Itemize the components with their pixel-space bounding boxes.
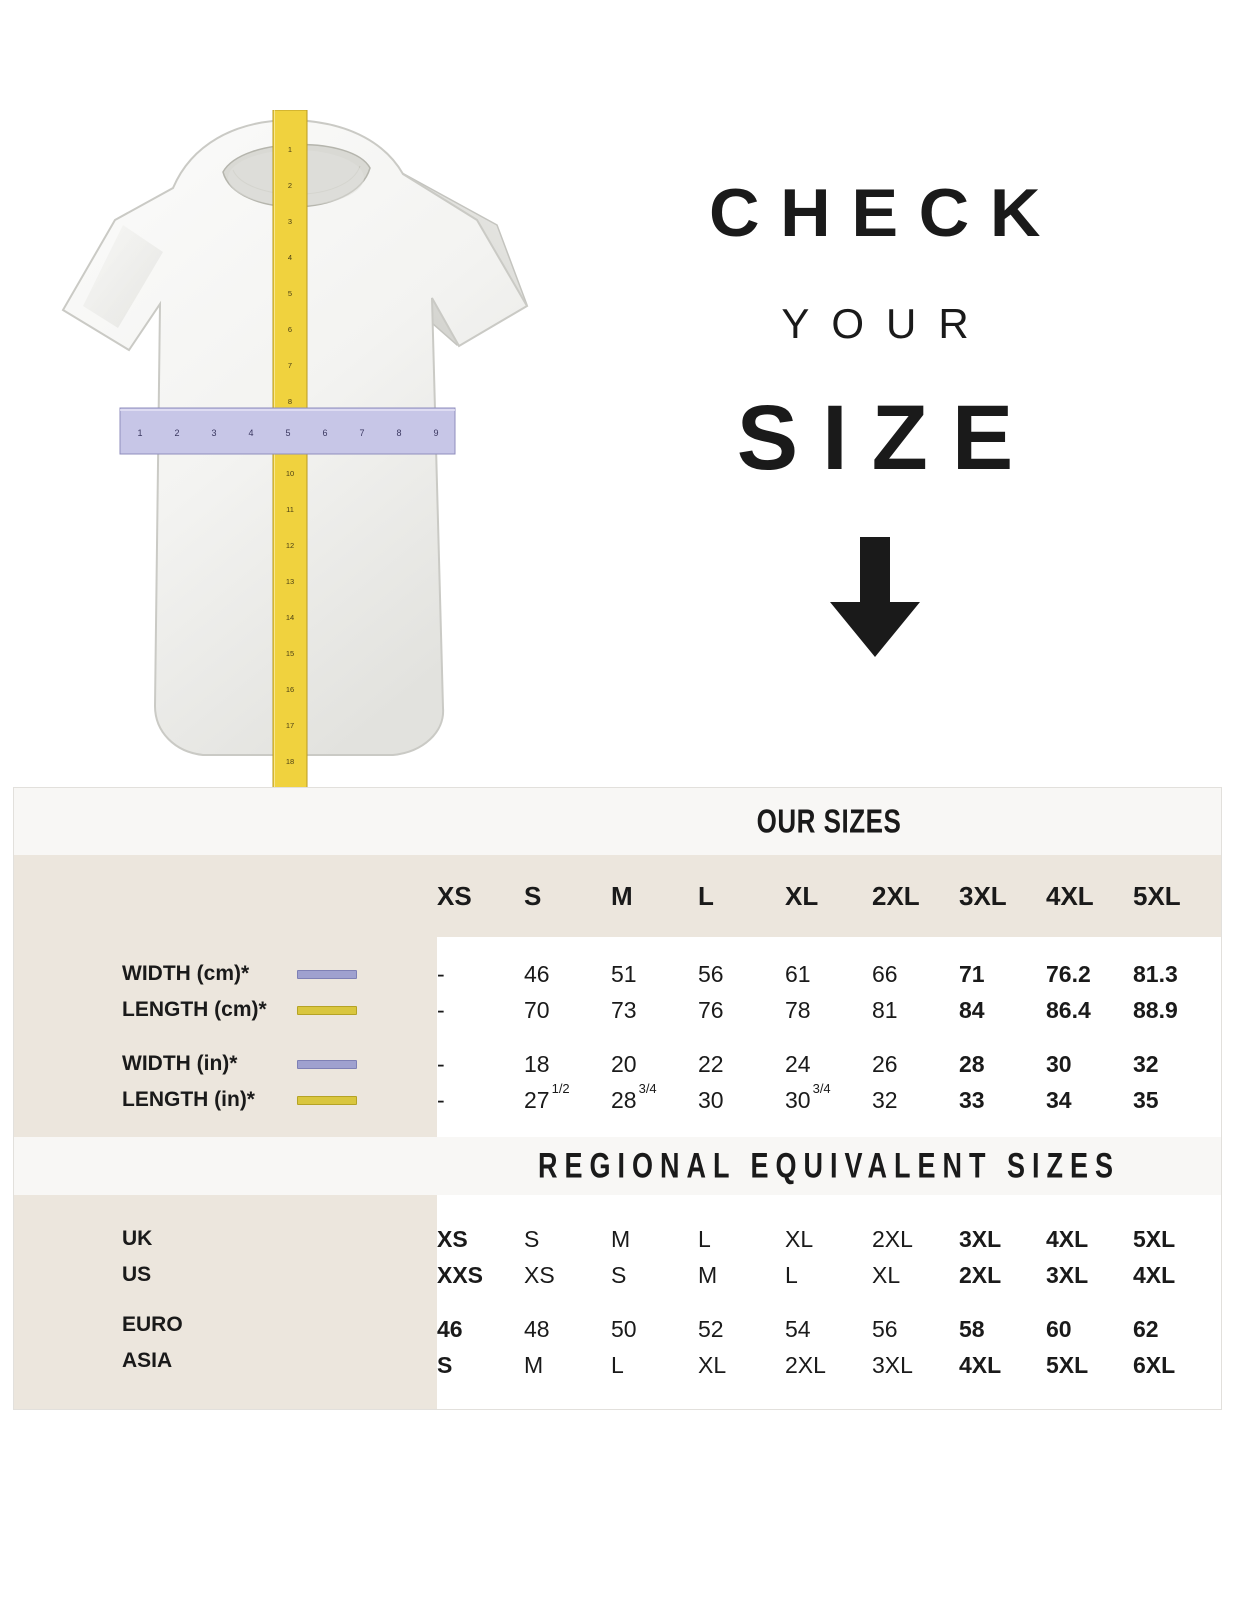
svg-text:15: 15 [286, 649, 294, 658]
svg-text:10: 10 [286, 469, 294, 478]
svg-text:1: 1 [137, 428, 142, 438]
svg-text:6: 6 [322, 428, 327, 438]
svg-text:13: 13 [286, 577, 294, 586]
svg-text:3: 3 [288, 217, 292, 226]
svg-text:11: 11 [286, 505, 294, 514]
svg-text:8: 8 [288, 397, 292, 406]
svg-text:5: 5 [288, 289, 292, 298]
svg-text:2: 2 [288, 181, 292, 190]
svg-text:18: 18 [286, 757, 294, 766]
svg-text:3: 3 [211, 428, 216, 438]
svg-text:1: 1 [288, 145, 292, 154]
svg-text:4: 4 [288, 253, 292, 262]
svg-text:7: 7 [359, 428, 364, 438]
svg-text:2: 2 [174, 428, 179, 438]
svg-text:9: 9 [433, 428, 438, 438]
svg-text:14: 14 [286, 613, 294, 622]
svg-text:7: 7 [288, 361, 292, 370]
svg-text:17: 17 [286, 721, 294, 730]
svg-text:6: 6 [288, 325, 292, 334]
svg-text:5: 5 [285, 428, 290, 438]
svg-text:16: 16 [286, 685, 294, 694]
svg-text:12: 12 [286, 541, 294, 550]
svg-text:8: 8 [396, 428, 401, 438]
svg-text:4: 4 [248, 428, 253, 438]
